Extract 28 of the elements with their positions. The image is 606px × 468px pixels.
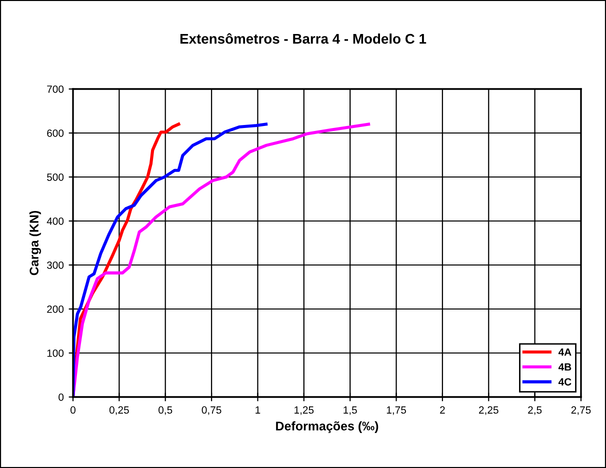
- y-tick-label: 300: [46, 262, 64, 269]
- x-tick-label: 1,5: [344, 406, 357, 415]
- legend-label: 4C: [558, 378, 572, 386]
- x-tick-label: 1,75: [386, 406, 406, 415]
- x-tick-label: 0,25: [109, 406, 129, 415]
- x-tick-label: 0: [70, 406, 76, 414]
- y-tick-label: 700: [47, 86, 64, 93]
- x-tick-label: 2,25: [479, 406, 498, 415]
- line-series: [73, 122, 268, 397]
- x-axis-title: Deformações (‰): [276, 421, 378, 433]
- x-tick-label: 0,5: [158, 406, 172, 415]
- x-tick-label: 1,25: [294, 406, 314, 415]
- x-tick-label: 2: [440, 406, 445, 414]
- x-tick-label: 2,75: [571, 406, 591, 415]
- y-tick-label: 200: [47, 306, 64, 313]
- x-tick-label: 0,75: [202, 406, 222, 415]
- line-series: [73, 122, 370, 397]
- y-axis-title: Carga (KN): [29, 210, 42, 276]
- legend-label: 4A: [558, 348, 572, 356]
- x-tick-label: 2,5: [528, 406, 542, 415]
- chart-title: Extensômetros - Barra 4 - Modelo C 1: [180, 33, 426, 44]
- y-tick-label: 0: [58, 394, 64, 401]
- y-tick-label: 400: [46, 218, 64, 225]
- y-tick-label: 500: [47, 174, 64, 181]
- x-tick-label: 1: [256, 406, 260, 414]
- y-tick-label: 600: [47, 130, 64, 137]
- y-tick-label: 100: [47, 350, 64, 357]
- legend-label: 4B: [558, 363, 572, 371]
